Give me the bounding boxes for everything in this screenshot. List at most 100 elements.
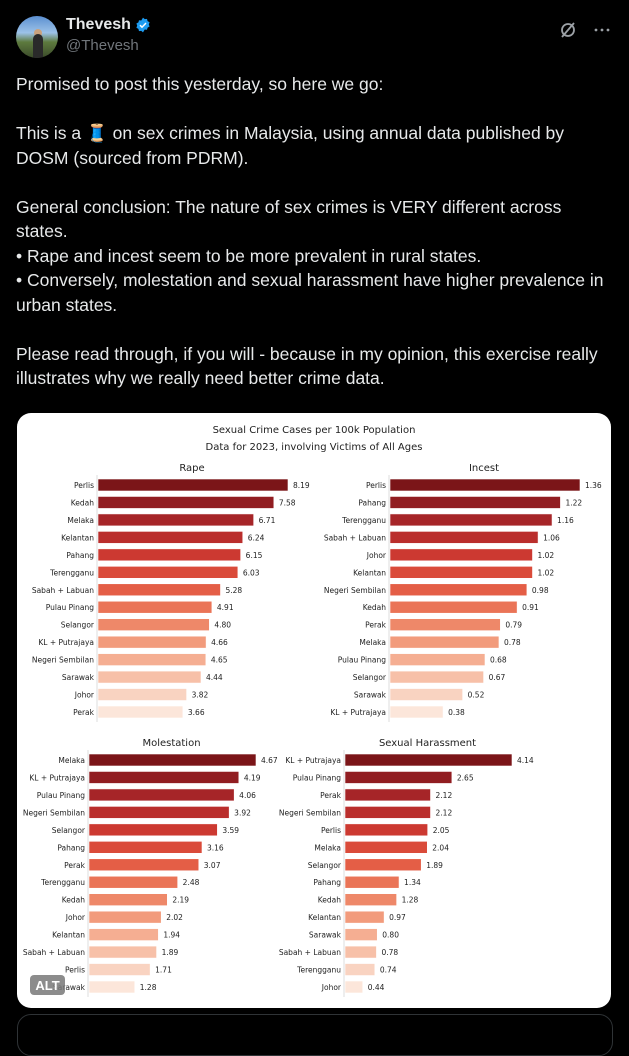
category-label: Kedah xyxy=(318,896,342,905)
bar xyxy=(97,653,207,666)
tweet-paragraph: Promised to post this yesterday, so here… xyxy=(16,74,384,94)
grok-icon[interactable] xyxy=(558,20,578,40)
alt-badge[interactable]: ALT xyxy=(30,975,65,995)
category-label: Kedah xyxy=(62,896,86,905)
category-label: Melaka xyxy=(314,843,341,852)
author-name[interactable]: Thevesh xyxy=(66,16,151,34)
value-label: 0.98 xyxy=(532,586,549,595)
category-label: Perlis xyxy=(321,826,341,835)
value-label: 2.48 xyxy=(183,878,200,887)
category-label: Kedah xyxy=(71,498,95,507)
value-label: 2.04 xyxy=(432,843,449,852)
category-label: KL + Putrajaya xyxy=(38,638,94,647)
category-label: Pulau Pinang xyxy=(293,773,342,782)
bar xyxy=(88,945,157,959)
category-label: Sabah + Labuan xyxy=(23,948,85,957)
more-icon[interactable] xyxy=(592,20,612,40)
category-label: Negeri Sembilan xyxy=(32,656,94,665)
category-label: Perak xyxy=(73,708,95,717)
bar xyxy=(97,513,254,527)
bar xyxy=(389,583,528,597)
value-label: 1.28 xyxy=(140,983,157,992)
value-label: 0.52 xyxy=(468,691,485,700)
category-label: Pahang xyxy=(358,498,386,507)
bar xyxy=(97,618,210,631)
value-label: 0.78 xyxy=(504,638,521,647)
bar xyxy=(389,548,533,562)
category-label: Kelantan xyxy=(308,913,341,922)
category-label: Perlis xyxy=(366,481,386,490)
bar xyxy=(97,478,289,492)
chart-subtitle: Data for 2023, involving Victims of All … xyxy=(206,442,423,453)
value-label: 0.38 xyxy=(448,708,465,717)
value-label: 4.67 xyxy=(261,756,278,765)
bar xyxy=(344,963,376,976)
category-label: Terengganu xyxy=(341,516,386,525)
bar xyxy=(389,566,533,579)
value-label: 2.19 xyxy=(172,896,189,905)
bar xyxy=(88,788,235,802)
bar xyxy=(344,928,378,941)
bar xyxy=(97,635,207,649)
bar-chart: Sexual Crime Cases per 100k Population D… xyxy=(23,425,602,997)
bar xyxy=(389,653,486,666)
value-label: 0.68 xyxy=(490,656,507,665)
value-label: 1.02 xyxy=(538,568,555,577)
bar xyxy=(88,980,136,994)
bar xyxy=(97,600,213,614)
value-label: 3.82 xyxy=(192,691,209,700)
bar xyxy=(88,910,162,924)
category-label: Pahang xyxy=(66,551,94,560)
value-label: 0.44 xyxy=(368,983,385,992)
value-label: 1.16 xyxy=(557,516,574,525)
tweet-text: Promised to post this yesterday, so here… xyxy=(16,72,616,415)
value-label: 0.78 xyxy=(381,948,398,957)
category-label: Sabah + Labuan xyxy=(32,586,94,595)
value-label: 1.36 xyxy=(585,481,602,490)
bar xyxy=(97,548,241,562)
bar xyxy=(344,753,513,767)
bar xyxy=(344,771,453,784)
category-label: Perlis xyxy=(74,481,94,490)
bar xyxy=(344,823,428,837)
category-label: Selangor xyxy=(61,621,95,630)
bar xyxy=(88,753,257,767)
category-label: Kelantan xyxy=(61,533,94,542)
bar xyxy=(389,670,484,684)
chart-image[interactable]: Sexual Crime Cases per 100k Population D… xyxy=(17,413,611,1008)
author-handle[interactable]: @Thevesh xyxy=(66,37,139,54)
panel-title: Molestation xyxy=(142,738,200,749)
value-label: 4.14 xyxy=(517,756,534,765)
value-label: 2.12 xyxy=(436,808,453,817)
category-label: Pulau Pinang xyxy=(37,791,86,800)
value-label: 0.74 xyxy=(380,966,397,975)
chart-title: Sexual Crime Cases per 100k Population xyxy=(213,425,416,436)
value-label: 4.65 xyxy=(211,656,228,665)
value-label: 6.71 xyxy=(259,516,276,525)
bar xyxy=(344,945,377,959)
value-label: 4.06 xyxy=(239,791,256,800)
category-label: Melaka xyxy=(359,638,386,647)
category-label: KL + Putrajaya xyxy=(330,708,386,717)
bar xyxy=(389,705,444,719)
category-label: Sarawak xyxy=(354,691,387,700)
bar xyxy=(97,566,239,579)
bar xyxy=(389,635,500,649)
value-label: 1.89 xyxy=(162,948,179,957)
value-label: 3.07 xyxy=(204,861,221,870)
bar xyxy=(344,841,428,854)
category-label: Sarawak xyxy=(309,931,342,940)
bar xyxy=(389,478,581,492)
next-card xyxy=(17,1014,613,1056)
panel-title: Sexual Harassment xyxy=(379,738,476,749)
category-label: Johor xyxy=(366,551,387,560)
category-label: Kedah xyxy=(363,603,387,612)
avatar[interactable] xyxy=(16,16,58,58)
category-label: Terengganu xyxy=(49,568,94,577)
value-label: 2.12 xyxy=(436,791,453,800)
category-label: Terengganu xyxy=(296,966,341,975)
value-label: 1.02 xyxy=(538,551,555,560)
value-label: 4.66 xyxy=(211,638,228,647)
category-label: Sabah + Labuan xyxy=(324,533,386,542)
bar xyxy=(88,875,178,889)
